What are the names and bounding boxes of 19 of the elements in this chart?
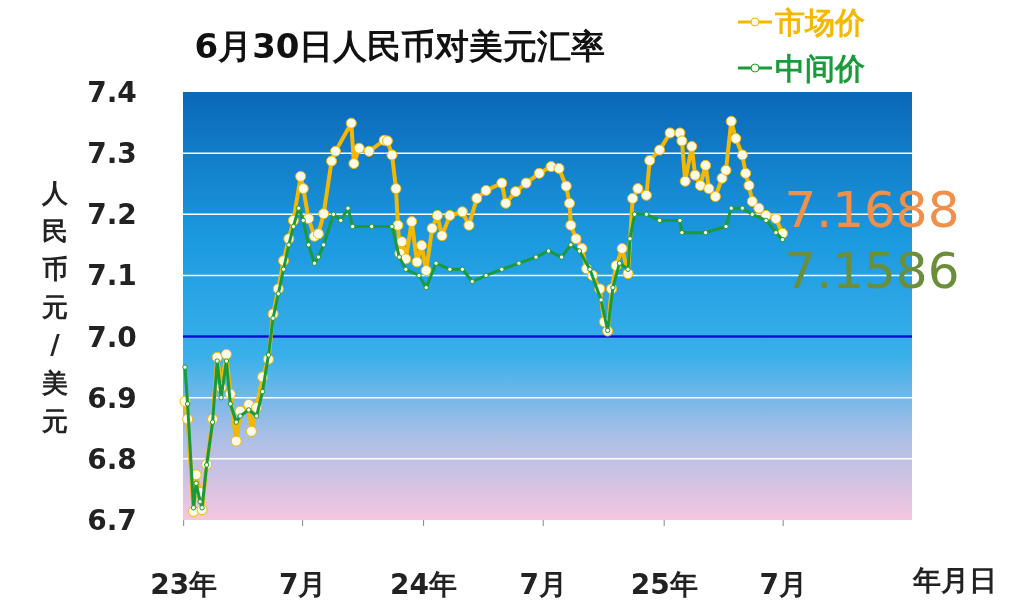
y-tick-label: 6.8 <box>87 442 137 476</box>
x-tick-label: 24年 <box>390 568 458 601</box>
chart-title: 6月30日人民币对美元汇率 <box>194 26 606 66</box>
x-axis-title: 年月日 <box>912 564 997 597</box>
y-tick-label: 6.7 <box>87 504 137 537</box>
x-tick-label: 7月 <box>759 568 807 601</box>
legend-label: 中间价 <box>775 51 866 86</box>
y-tick-label: 7.4 <box>87 76 137 109</box>
x-tick-label: 23年 <box>150 568 218 601</box>
legend-label: 市场价 <box>774 5 866 40</box>
y-tick-label: 7.2 <box>87 198 137 232</box>
x-tick-label: 25年 <box>630 568 698 601</box>
y-tick-label: 6.9 <box>87 381 137 415</box>
y-tick-label: 7.3 <box>87 137 137 171</box>
x-tick-label: 7月 <box>519 568 567 601</box>
y-tick-label: 7.0 <box>87 320 137 354</box>
y-tick-label: 7.1 <box>87 259 137 293</box>
x-tick-label: 7月 <box>278 568 327 601</box>
y-axis-title: 人民币元/美元 <box>41 178 69 436</box>
